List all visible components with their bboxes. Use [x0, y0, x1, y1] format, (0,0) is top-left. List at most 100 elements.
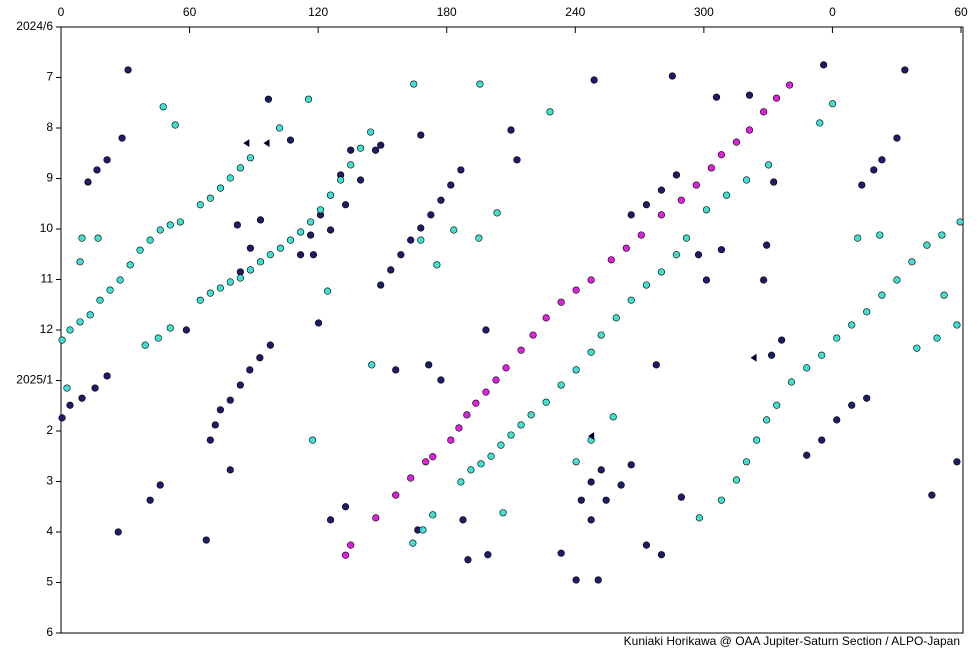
- point: [246, 244, 255, 252]
- point: [482, 388, 490, 396]
- point: [63, 384, 71, 392]
- point: [307, 231, 315, 239]
- point: [296, 228, 305, 236]
- point: [908, 258, 916, 266]
- x-tick-label: 180: [437, 5, 457, 19]
- point: [484, 551, 492, 559]
- point: [742, 458, 751, 466]
- point: [750, 353, 757, 362]
- point: [677, 493, 685, 501]
- point: [264, 95, 273, 103]
- point: [66, 326, 74, 334]
- y-tick-label: 12: [40, 322, 54, 336]
- point: [732, 138, 741, 146]
- point: [742, 176, 751, 184]
- point: [682, 234, 691, 242]
- y-tick-label: 9: [46, 171, 53, 185]
- point: [803, 451, 811, 459]
- point: [529, 331, 537, 339]
- point: [307, 218, 315, 226]
- y-tick-label: 6: [46, 625, 53, 639]
- point: [901, 66, 909, 74]
- point: [652, 361, 660, 369]
- point: [371, 146, 380, 154]
- point: [657, 551, 666, 559]
- point: [590, 76, 598, 84]
- point: [286, 236, 295, 244]
- point: [314, 319, 323, 327]
- point: [657, 268, 666, 276]
- point: [928, 491, 936, 499]
- point: [482, 326, 490, 334]
- point: [417, 131, 425, 139]
- point: [437, 196, 445, 204]
- point: [78, 394, 86, 402]
- y-tick-label: 2: [46, 423, 53, 437]
- point: [96, 296, 104, 304]
- point: [785, 81, 794, 89]
- point: [642, 201, 651, 209]
- point: [58, 414, 66, 422]
- point: [858, 181, 866, 189]
- point: [913, 344, 921, 352]
- point: [467, 466, 475, 474]
- point: [820, 61, 828, 69]
- point: [732, 476, 741, 484]
- point: [256, 216, 265, 224]
- point: [717, 246, 726, 254]
- point: [627, 296, 635, 304]
- point: [517, 421, 525, 429]
- point: [377, 281, 385, 289]
- point: [427, 211, 435, 219]
- point: [417, 224, 425, 232]
- point: [425, 361, 433, 369]
- point: [763, 416, 771, 424]
- point: [202, 536, 210, 544]
- point: [166, 221, 174, 229]
- point: [450, 226, 458, 234]
- y-tick-label: 11: [41, 272, 54, 286]
- point: [341, 551, 350, 559]
- point: [347, 146, 355, 154]
- point: [612, 314, 620, 322]
- point: [617, 481, 625, 489]
- point: [236, 381, 244, 389]
- point: [91, 384, 99, 392]
- point: [246, 266, 255, 274]
- point: [587, 276, 595, 284]
- point: [308, 436, 317, 444]
- point: [196, 201, 204, 209]
- point: [206, 289, 214, 297]
- point: [226, 174, 234, 182]
- point: [642, 541, 651, 549]
- point: [233, 221, 241, 229]
- point: [956, 218, 964, 226]
- point: [409, 539, 417, 547]
- x-tick-label: 0: [58, 5, 65, 19]
- point: [323, 287, 332, 295]
- point: [455, 424, 463, 432]
- point: [923, 241, 931, 249]
- point: [487, 452, 495, 460]
- point: [296, 251, 305, 259]
- point: [778, 336, 786, 344]
- point: [542, 398, 550, 406]
- y-tick-label: 2024/6: [16, 19, 53, 33]
- credit: Kuniaki Horikawa @ OAA Jupiter-Saturn Se…: [624, 634, 960, 648]
- point: [263, 139, 270, 148]
- point: [243, 139, 250, 148]
- point: [392, 366, 400, 374]
- point: [672, 251, 681, 259]
- point: [692, 181, 700, 189]
- point: [276, 244, 285, 252]
- point: [429, 453, 437, 461]
- point: [572, 576, 580, 584]
- point: [848, 321, 856, 329]
- point: [417, 236, 425, 244]
- point: [86, 311, 94, 319]
- point: [472, 399, 480, 407]
- point: [457, 478, 465, 486]
- point: [337, 176, 345, 184]
- point: [136, 246, 144, 254]
